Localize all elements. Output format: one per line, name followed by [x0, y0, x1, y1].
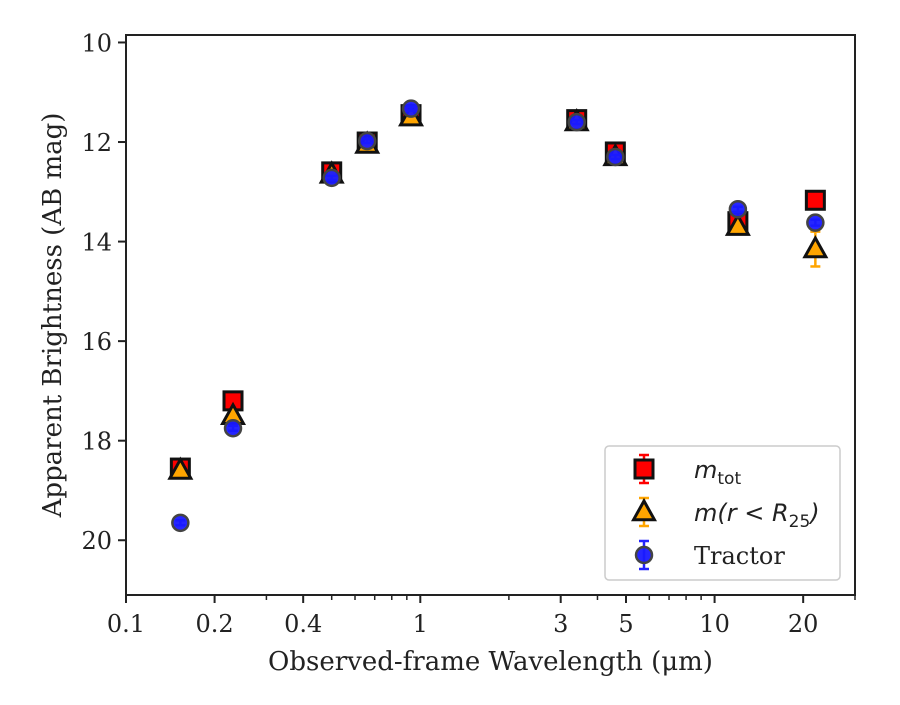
x-tick-label: 1	[413, 610, 428, 638]
x-tick-label: 0.2	[196, 610, 234, 638]
y-tick-label: 18	[81, 428, 112, 456]
data-point	[357, 131, 377, 151]
data-point	[223, 418, 243, 438]
data-point	[401, 99, 421, 118]
legend-label: Tractor	[694, 542, 785, 570]
data-point	[171, 513, 190, 533]
x-tick-label: 0.4	[284, 610, 322, 638]
y-axis-title: Apparent Brightness (AB mag)	[38, 113, 68, 519]
legend-label: m(r < R25)	[694, 499, 820, 532]
x-tick-label: 20	[788, 610, 819, 638]
x-tick-label: 0.1	[107, 610, 145, 638]
legend-label: mtot	[694, 456, 741, 489]
data-point	[728, 199, 748, 219]
legend-marker	[630, 497, 658, 522]
data-point	[567, 112, 586, 132]
x-axis-title: Observed-frame Wavelength (μm)	[268, 647, 713, 677]
x-tick-label: 10	[699, 610, 730, 638]
legend-marker	[633, 458, 655, 480]
y-tick-label: 16	[81, 328, 112, 356]
y-tick-label: 12	[81, 129, 112, 157]
legend: mtot m(r < R25) Tractor	[604, 445, 841, 581]
plot-frame	[125, 34, 856, 596]
legend-box	[604, 445, 841, 581]
y-tick-label: 20	[81, 527, 112, 555]
legend-marker	[634, 545, 654, 565]
data-point	[167, 456, 194, 480]
data-point	[804, 189, 826, 211]
x-tick-label: 3	[553, 610, 568, 638]
data-point	[724, 212, 751, 236]
series-2	[171, 99, 825, 533]
y-tick-label: 10	[81, 29, 112, 57]
y-tick-label: 14	[81, 229, 112, 257]
data-point	[802, 234, 829, 259]
x-tick-label: 5	[618, 610, 633, 638]
data-point	[606, 147, 625, 167]
data-point	[322, 168, 341, 188]
data-point	[806, 213, 825, 232]
